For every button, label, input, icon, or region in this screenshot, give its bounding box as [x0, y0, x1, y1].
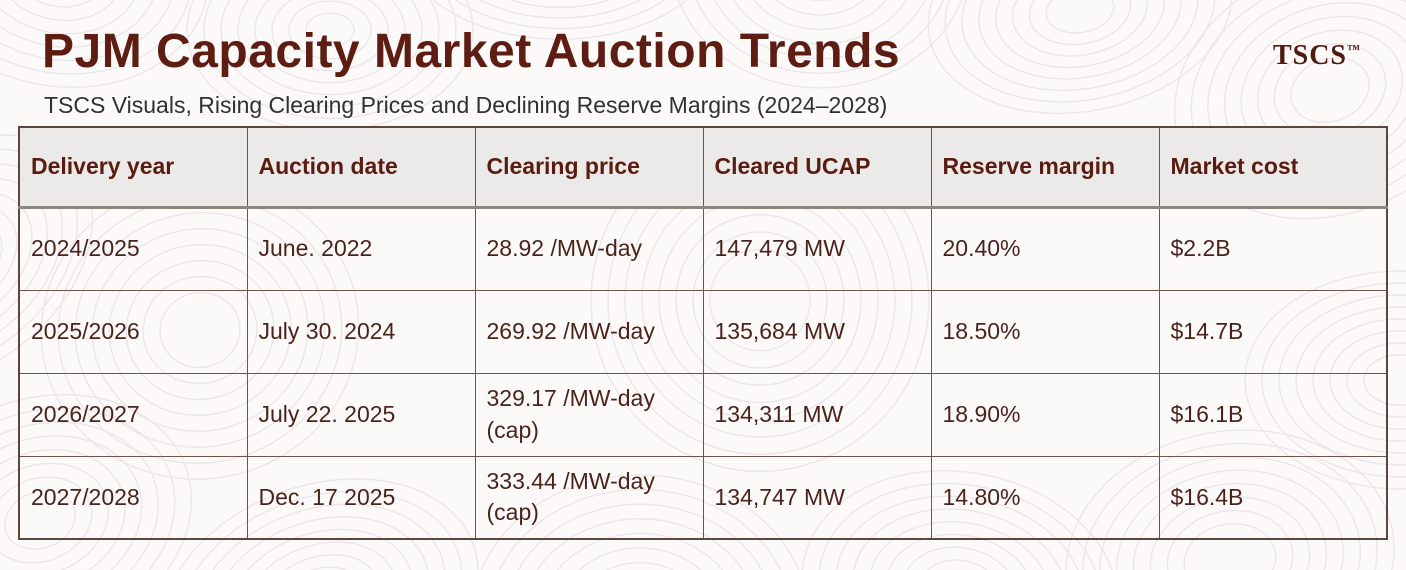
cell-delivery-year: 2027/2028	[18, 455, 248, 540]
cell-auction-date: July 30. 2024	[246, 289, 476, 374]
brand-logo-text: TSCS	[1272, 40, 1347, 71]
table-row: 2025/2026 July 30. 2024 269.92 /MW-day 1…	[18, 289, 1388, 374]
column-header-clearing-price: Clearing price	[474, 126, 704, 209]
table-header-row: Delivery year Auction date Clearing pric…	[18, 126, 1388, 209]
cell-auction-date: July 22. 2025	[246, 372, 476, 457]
cell-clearing-price: 269.92 /MW-day	[474, 289, 704, 374]
cell-clearing-price: 28.92 /MW-day	[474, 206, 704, 291]
cell-reserve-margin: 18.50%	[930, 289, 1160, 374]
cell-market-cost: $14.7B	[1158, 289, 1388, 374]
cell-reserve-margin: 18.90%	[930, 372, 1160, 457]
cell-delivery-year: 2024/2025	[18, 206, 248, 291]
header-bar: PJM Capacity Market Auction Trends TSCS …	[0, 0, 1406, 126]
cell-reserve-margin: 20.40%	[930, 206, 1160, 291]
page-subtitle: TSCS Visuals, Rising Clearing Prices and…	[44, 92, 888, 118]
table-row: 2024/2025 June. 2022 28.92 /MW-day 147,4…	[18, 206, 1388, 291]
trademark-symbol: ™	[1347, 41, 1360, 57]
brand-logo: TSCS™	[1273, 40, 1360, 72]
cell-market-cost: $2.2B	[1158, 206, 1388, 291]
column-header-delivery-year: Delivery year	[18, 126, 248, 209]
column-header-cleared-ucap: Cleared UCAP	[702, 126, 932, 209]
cell-clearing-price: 329.17 /MW-day (cap)	[474, 372, 704, 457]
cell-cleared-ucap: 134,747 MW	[702, 455, 932, 540]
cell-auction-date: June. 2022	[246, 206, 476, 291]
cell-reserve-margin: 14.80%	[930, 455, 1160, 540]
cell-delivery-year: 2026/2027	[18, 372, 248, 457]
cell-market-cost: $16.4B	[1158, 455, 1388, 540]
page-title: PJM Capacity Market Auction Trends	[42, 25, 901, 78]
cell-market-cost: $16.1B	[1158, 372, 1388, 457]
auction-data-table: Delivery year Auction date Clearing pric…	[18, 126, 1388, 540]
cell-delivery-year: 2025/2026	[18, 289, 248, 374]
cell-clearing-price: 333.44 /MW-day (cap)	[474, 455, 704, 540]
cell-cleared-ucap: 147,479 MW	[702, 206, 932, 291]
cell-auction-date: Dec. 17 2025	[246, 455, 476, 540]
column-header-reserve-margin: Reserve margin	[930, 126, 1160, 209]
table-row: 2026/2027 July 22. 2025 329.17 /MW-day (…	[18, 372, 1388, 457]
cell-cleared-ucap: 135,684 MW	[702, 289, 932, 374]
table-row: 2027/2028 Dec. 17 2025 333.44 /MW-day (c…	[18, 455, 1388, 540]
column-header-auction-date: Auction date	[246, 126, 476, 209]
cell-cleared-ucap: 134,311 MW	[702, 372, 932, 457]
column-header-market-cost: Market cost	[1158, 126, 1388, 209]
